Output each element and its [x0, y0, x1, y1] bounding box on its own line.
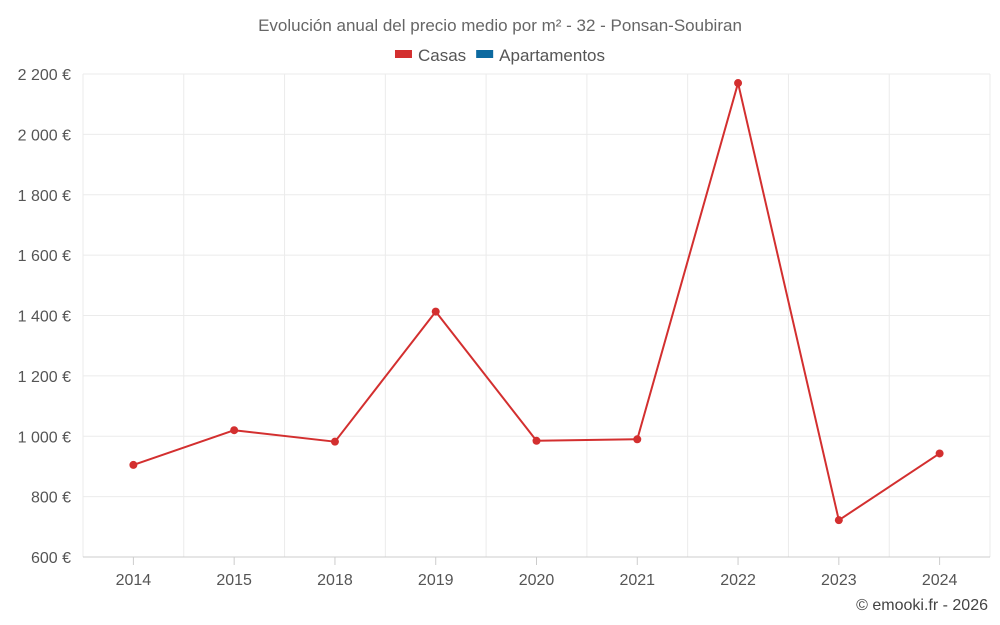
series-casas [129, 79, 944, 525]
x-tick-label: 2024 [922, 572, 958, 589]
x-tick-label: 2019 [418, 572, 454, 589]
x-tick-label: 2021 [619, 572, 655, 589]
x-tick-label: 2015 [216, 572, 252, 589]
data-point-2021[interactable] [633, 435, 642, 444]
y-tick-label: 1 200 € [18, 369, 71, 386]
y-tick-label: 1 600 € [18, 248, 71, 265]
legend-swatch [394, 50, 412, 58]
chart-title: Evolución anual del precio medio por m² … [258, 16, 742, 35]
y-tick-label: 1 800 € [18, 188, 71, 205]
y-tick-label: 600 € [31, 550, 71, 567]
y-tick-label: 2 000 € [18, 127, 71, 144]
x-tick-label: 2020 [519, 572, 555, 589]
y-axis: 600 € 800 € 1 000 € 1 200 € 1 400 € 1 600 € 1 … [18, 67, 71, 567]
legend: Casas Apartamentos [394, 46, 605, 65]
series-line-casas [133, 82, 941, 522]
credit-text: © emooki.fr - 2026 [856, 597, 988, 614]
legend-item-casas[interactable]: Casas [394, 46, 466, 65]
y-tick-label: 2 200 € [18, 67, 71, 84]
data-point-2020[interactable] [532, 436, 541, 445]
x-axis: 2014 2015 2018 2019 2020 2021 2022 2023 2024 [83, 556, 990, 589]
y-tick-label: 800 € [31, 490, 71, 507]
y-tick-label: 1 000 € [18, 429, 71, 446]
data-point-2014[interactable] [129, 460, 138, 469]
x-tick-label: 2018 [317, 572, 353, 589]
data-point-2024[interactable] [935, 449, 944, 458]
y-tick-label: 1 400 € [18, 309, 71, 326]
data-point-2019[interactable] [431, 307, 440, 316]
data-point-2018[interactable] [330, 437, 339, 446]
grid [82, 73, 991, 557]
data-point-2023[interactable] [834, 516, 843, 525]
x-tick-label: 2014 [116, 572, 152, 589]
legend-label: Casas [418, 46, 466, 65]
data-point-2022[interactable] [734, 79, 743, 88]
legend-swatch [476, 50, 494, 58]
x-tick-label: 2022 [720, 572, 756, 589]
series-layer [129, 79, 944, 525]
x-tick-label: 2023 [821, 572, 857, 589]
data-point-2015[interactable] [230, 426, 239, 435]
legend-label: Apartamentos [499, 46, 605, 65]
legend-item-apartamentos[interactable]: Apartamentos [476, 46, 605, 65]
